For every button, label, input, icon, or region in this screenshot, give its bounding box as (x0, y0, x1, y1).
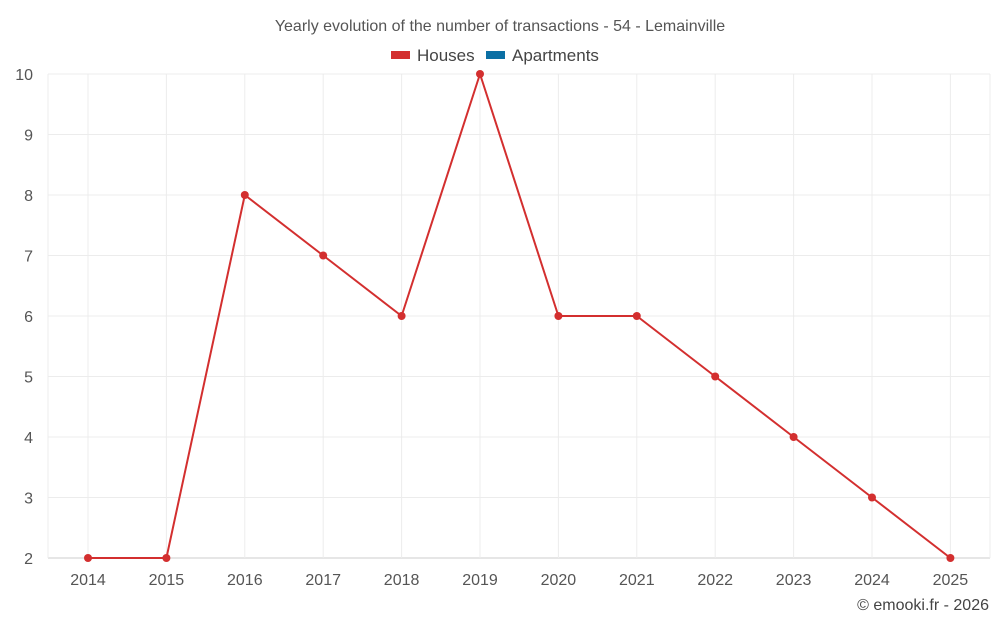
data-point[interactable] (84, 554, 92, 562)
x-tick-label: 2018 (384, 572, 420, 589)
x-tick-label: 2014 (70, 572, 106, 589)
x-tick-label: 2022 (697, 572, 733, 589)
legend-label-apartments: Apartments (512, 46, 599, 65)
legend-item-apartments[interactable]: Apartments (486, 46, 599, 65)
x-tick-label: 2016 (227, 572, 263, 589)
x-tick-label: 2019 (462, 572, 498, 589)
data-point[interactable] (711, 372, 720, 381)
credit-text: © emooki.fr - 2026 (857, 597, 989, 614)
y-tick-label: 7 (24, 249, 33, 266)
data-point[interactable] (240, 191, 249, 199)
data-point[interactable] (868, 493, 876, 502)
series-line-houses (88, 73, 952, 559)
data-point[interactable] (162, 554, 171, 562)
x-tick-label: 2020 (541, 572, 577, 589)
legend-item-houses[interactable]: Houses (391, 46, 475, 65)
data-point[interactable] (554, 312, 563, 320)
y-tick-label: 3 (24, 491, 33, 508)
y-tick-label: 4 (24, 430, 33, 447)
x-tick-label: 2017 (305, 572, 341, 589)
y-axis-ticks: 2 3 4 5 6 7 8 9 10 (15, 67, 33, 568)
data-point[interactable] (476, 70, 484, 78)
data-point[interactable] (789, 433, 798, 441)
legend-swatch-apartments (486, 51, 505, 59)
series-houses (84, 70, 955, 562)
y-tick-label: 10 (15, 67, 33, 84)
x-tick-label: 2024 (854, 572, 890, 589)
x-tick-label: 2015 (149, 572, 185, 589)
data-point[interactable] (397, 312, 406, 320)
legend: Houses Apartments (391, 46, 599, 65)
y-tick-label: 8 (24, 188, 33, 205)
data-point[interactable] (946, 554, 955, 562)
x-tick-label: 2023 (776, 572, 812, 589)
x-tick-label: 2025 (933, 572, 969, 589)
data-point[interactable] (319, 251, 328, 260)
grid (47, 73, 991, 559)
x-tick-label: 2021 (619, 572, 655, 589)
y-tick-label: 6 (24, 309, 33, 326)
y-tick-label: 5 (24, 370, 33, 387)
legend-label-houses: Houses (417, 46, 475, 65)
legend-swatch-houses (391, 51, 410, 59)
chart-title: Yearly evolution of the number of transa… (275, 18, 725, 35)
x-axis-ticks: 2014 2015 2016 2017 2018 2019 2020 2021 2022 2023… (70, 572, 968, 589)
data-point[interactable] (632, 312, 641, 320)
y-tick-label: 9 (24, 128, 33, 145)
y-tick-label: 2 (24, 551, 33, 568)
